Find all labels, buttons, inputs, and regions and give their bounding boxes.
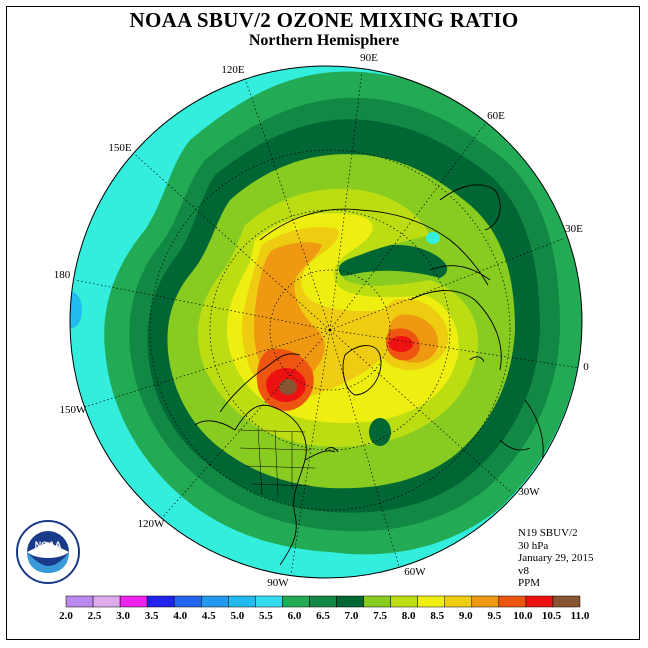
colorbar-swatch [92,595,121,608]
colorbar-label: 6.5 [316,610,330,622]
colorbar-swatch [201,595,229,608]
us-states [237,427,316,496]
colorbar-swatch [255,595,283,608]
colorbar: 2.0 2.5 3.0 3.5 4.0 4.5 5.0 5.5 6.0 6.5 7.0 7.5 8.0 8… [59,595,590,622]
colorbar-label: 5.5 [259,610,273,622]
colorbar-swatch [390,595,418,608]
colorbar-swatch [336,595,364,608]
colorbar-label: 3.0 [116,610,130,622]
lon-label-120w: 120W [138,518,166,530]
meta-units: PPM [518,577,541,589]
lon-label-90e: 90E [360,52,378,64]
colorbar-swatch [282,595,310,608]
colorbar-swatch [119,595,148,608]
map-title: NOAA SBUV/2 OZONE MIXING RATIO [129,8,519,32]
contour-7-0-blob [369,418,391,446]
meta-version: v8 [518,564,529,577]
colorbar-swatch [173,595,202,608]
meta-date: January 29, 2015 [518,552,594,564]
colorbar-label: 7.0 [345,610,359,622]
colorbar-label: 7.5 [373,610,387,622]
colorbar-label: 3.5 [145,610,159,622]
lon-label-0: 0 [583,361,589,373]
lon-label-90w: 90W [267,577,289,589]
colorbar-label: 9.0 [459,610,473,622]
coastlines [194,184,544,566]
colorbar-label: 4.5 [202,610,216,622]
colorbar-label: 8.0 [402,610,416,622]
colorbar-swatch [525,595,554,608]
lon-label-120e: 120E [221,64,245,76]
colorbar-swatch [228,595,256,608]
meta-level: 30 hPa [518,539,549,552]
noaa-logo: NOAA [16,520,80,584]
colorbar-swatch [363,595,391,608]
ozone-field [70,66,582,578]
colorbar-label: 11.0 [571,610,590,622]
lon-label-150w: 150W [60,404,88,416]
noaa-logo-text: NOAA [35,540,62,550]
map-frame [6,6,640,640]
map-subtitle: Northern Hemisphere [248,32,400,49]
graticule [74,71,581,578]
colorbar-label: 8.5 [430,610,444,622]
colorbar-label: 4.0 [173,610,187,622]
map-metadata: N19 SBUV/2 30 hPa January 29, 2015 v8 PP… [518,527,593,590]
colorbar-swatch [65,595,94,608]
lon-label-60w: 60W [404,566,426,578]
colorbar-label: 10.5 [542,610,562,622]
colorbar-label: 2.0 [59,610,73,622]
colorbar-label: 5.0 [230,610,244,622]
colorbar-swatch [417,595,445,608]
lon-label-150e: 150E [108,142,132,154]
lon-label-30w: 30W [518,486,540,498]
contour-5-5-spot [426,232,440,244]
colorbar-swatch [309,595,337,608]
colorbar-swatch [552,595,581,608]
colorbar-swatch [146,595,175,608]
colorbar-label: 6.0 [288,610,302,622]
lon-label-60e: 60E [487,110,505,122]
lon-label-30e: 30E [565,223,583,235]
map-boundary [69,65,583,579]
contour-5-0-patch [70,292,82,328]
colorbar-swatch [444,595,473,608]
colorbar-swatch [471,595,500,608]
contour-10-5-east [389,336,413,352]
meta-satellite: N19 SBUV/2 [518,527,578,539]
colorbar-swatch [498,595,527,608]
lon-label-180: 180 [54,269,71,281]
contour-11-0 [279,379,297,395]
colorbar-label: 10.0 [513,610,533,622]
colorbar-label: 9.5 [487,610,501,622]
colorbar-label: 2.5 [88,610,102,622]
